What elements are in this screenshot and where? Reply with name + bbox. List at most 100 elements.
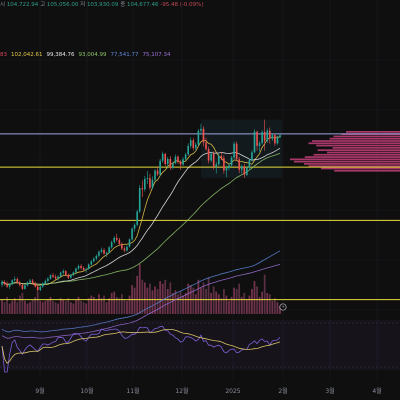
- ma-value-4: 77,541.77: [111, 52, 139, 58]
- candle-body: [108, 247, 110, 252]
- x-tick-label: 3월: [325, 387, 334, 395]
- candle-body: [60, 273, 62, 277]
- candle: [177, 155, 179, 164]
- candle-body: [67, 275, 69, 278]
- volume-bar: [4, 302, 6, 314]
- candle-body: [279, 135, 281, 137]
- candle-body: [136, 212, 138, 225]
- rsi-pane: [0, 320, 400, 372]
- volume-bar: [205, 289, 207, 314]
- volume-bar: [172, 293, 174, 314]
- candle: [93, 257, 95, 262]
- candle-body: [198, 131, 200, 145]
- candle: [16, 277, 18, 283]
- candle: [136, 210, 138, 227]
- candle: [141, 180, 143, 196]
- candle: [108, 246, 110, 254]
- volume-bar: [88, 298, 90, 314]
- volume-bar: [60, 298, 62, 314]
- volume-bar: [62, 300, 64, 314]
- candle-body: [175, 157, 177, 164]
- volume-bar: [274, 298, 276, 314]
- volume-bar: [19, 296, 21, 314]
- volume-bar: [85, 303, 87, 314]
- volume-bar: [210, 293, 212, 314]
- candle: [39, 286, 41, 291]
- volume-bar: [269, 294, 271, 314]
- candle-body: [205, 142, 207, 149]
- candle-body: [277, 137, 279, 143]
- candle: [149, 174, 151, 190]
- volume-bar: [118, 298, 120, 314]
- volume-bar: [246, 300, 248, 314]
- volume-bar: [152, 290, 154, 314]
- candle-body: [149, 178, 151, 188]
- volume-profile-bar: [305, 156, 400, 158]
- volume-bar: [261, 292, 263, 314]
- volume-bar: [154, 286, 156, 314]
- ma-value-2: 99,384.76: [47, 52, 75, 58]
- candle-body: [251, 152, 253, 160]
- volume-bar: [65, 301, 67, 314]
- candle: [157, 167, 159, 176]
- candle-body: [134, 225, 136, 229]
- candle: [233, 142, 235, 159]
- volume-bar: [22, 293, 24, 314]
- volume-bar: [180, 292, 182, 314]
- volume-bar: [277, 302, 279, 314]
- volume-profile-bar: [321, 168, 400, 170]
- volume-bar: [149, 284, 151, 314]
- candle-body: [249, 160, 251, 168]
- candle: [67, 274, 69, 279]
- volume-bar: [208, 277, 210, 314]
- candle-body: [96, 256, 98, 259]
- volume-profile-bar: [327, 152, 400, 154]
- candle: [11, 279, 13, 285]
- volume-bar: [187, 284, 189, 314]
- volume-bar: [52, 301, 54, 314]
- candle-body: [185, 154, 187, 159]
- candle-body: [85, 269, 87, 270]
- candle: [162, 152, 164, 163]
- candle: [55, 275, 57, 280]
- volume-profile-bar: [309, 142, 400, 144]
- volume-profile-bar: [316, 145, 400, 147]
- candle: [134, 223, 136, 232]
- volume-profile-bar: [346, 131, 400, 133]
- candle-body: [88, 264, 90, 268]
- volume-bar: [185, 293, 187, 314]
- volume-bar: [200, 288, 202, 314]
- volume-bar: [70, 302, 72, 314]
- volume-bar: [139, 264, 141, 314]
- candle-body: [101, 250, 103, 252]
- candle-body: [121, 244, 123, 249]
- candle-body: [259, 143, 261, 146]
- volume-bar: [16, 302, 18, 314]
- volume-bar: [11, 301, 13, 314]
- candle: [175, 154, 177, 164]
- volume-bar: [111, 293, 113, 314]
- candle: [277, 136, 279, 145]
- candle-body: [106, 253, 108, 254]
- candle-body: [154, 171, 156, 180]
- candle: [24, 284, 26, 289]
- candle-body: [147, 178, 149, 179]
- candle: [62, 269, 64, 275]
- moving-average-legend: 83 102,042.61 99,384.76 93,004.99 77,541.77 7…: [0, 52, 175, 59]
- clock-icon[interactable]: [280, 304, 286, 310]
- candle: [152, 176, 154, 189]
- volume-bar: [9, 303, 11, 314]
- volume-bar: [169, 282, 171, 314]
- candle-body: [221, 156, 223, 158]
- candle-body: [226, 168, 228, 170]
- volume-bar: [215, 292, 217, 314]
- candle-body: [83, 268, 85, 270]
- candle-body: [78, 266, 80, 269]
- x-tick-label: 4월: [372, 387, 381, 395]
- candle-body: [45, 281, 47, 284]
- volume-bar: [126, 301, 128, 314]
- candle-body: [62, 271, 64, 273]
- candle: [249, 159, 251, 170]
- candle-body: [159, 161, 161, 175]
